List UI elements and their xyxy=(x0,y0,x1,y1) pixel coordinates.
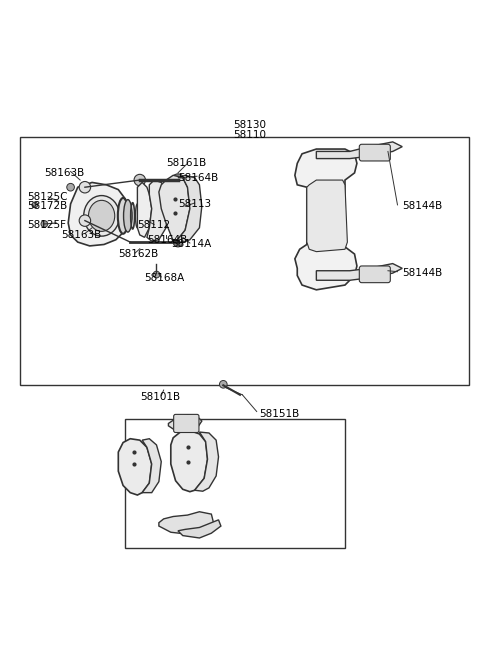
Text: 58113: 58113 xyxy=(178,199,211,209)
Circle shape xyxy=(32,202,37,208)
Circle shape xyxy=(67,184,74,191)
Ellipse shape xyxy=(118,198,128,234)
Text: 58110: 58110 xyxy=(233,130,266,140)
Text: 58168A: 58168A xyxy=(144,273,185,283)
Text: 58172B: 58172B xyxy=(28,201,68,211)
Text: 58151B: 58151B xyxy=(259,409,300,419)
Text: 58163B: 58163B xyxy=(44,168,84,178)
Polygon shape xyxy=(307,180,348,252)
Circle shape xyxy=(41,220,48,228)
Text: 58164B: 58164B xyxy=(178,173,218,182)
Polygon shape xyxy=(142,439,161,493)
Text: 58125F: 58125F xyxy=(28,220,67,230)
Polygon shape xyxy=(137,182,152,237)
Polygon shape xyxy=(159,512,214,534)
FancyBboxPatch shape xyxy=(360,144,390,161)
Bar xyxy=(125,419,345,548)
Polygon shape xyxy=(176,175,202,242)
Circle shape xyxy=(172,174,184,186)
FancyBboxPatch shape xyxy=(174,415,199,432)
Polygon shape xyxy=(171,430,207,492)
Polygon shape xyxy=(118,439,152,495)
Text: 58144B: 58144B xyxy=(402,201,443,211)
Circle shape xyxy=(79,182,91,193)
Circle shape xyxy=(79,215,91,226)
FancyBboxPatch shape xyxy=(360,266,390,283)
Text: 58130: 58130 xyxy=(233,120,266,130)
Ellipse shape xyxy=(84,195,120,236)
Circle shape xyxy=(134,174,145,186)
Polygon shape xyxy=(178,520,221,538)
Text: 58164B: 58164B xyxy=(147,235,187,245)
Text: 58101B: 58101B xyxy=(140,392,180,402)
Bar xyxy=(21,137,469,385)
Polygon shape xyxy=(68,182,128,246)
Text: 58125C: 58125C xyxy=(28,192,68,202)
Polygon shape xyxy=(316,142,402,159)
Ellipse shape xyxy=(88,200,115,232)
Polygon shape xyxy=(316,264,402,280)
Text: 58163B: 58163B xyxy=(61,230,101,240)
Polygon shape xyxy=(168,415,202,432)
Circle shape xyxy=(153,271,160,278)
Polygon shape xyxy=(195,432,218,491)
Text: 58114A: 58114A xyxy=(171,239,211,249)
Circle shape xyxy=(219,380,227,388)
Ellipse shape xyxy=(123,199,132,232)
Polygon shape xyxy=(147,180,168,241)
Text: 58112: 58112 xyxy=(137,220,170,230)
Text: 58162B: 58162B xyxy=(118,249,158,259)
Polygon shape xyxy=(159,175,190,242)
Text: 58144B: 58144B xyxy=(402,268,443,278)
Text: 58161B: 58161B xyxy=(166,158,206,169)
Circle shape xyxy=(173,237,183,247)
Polygon shape xyxy=(295,149,357,290)
